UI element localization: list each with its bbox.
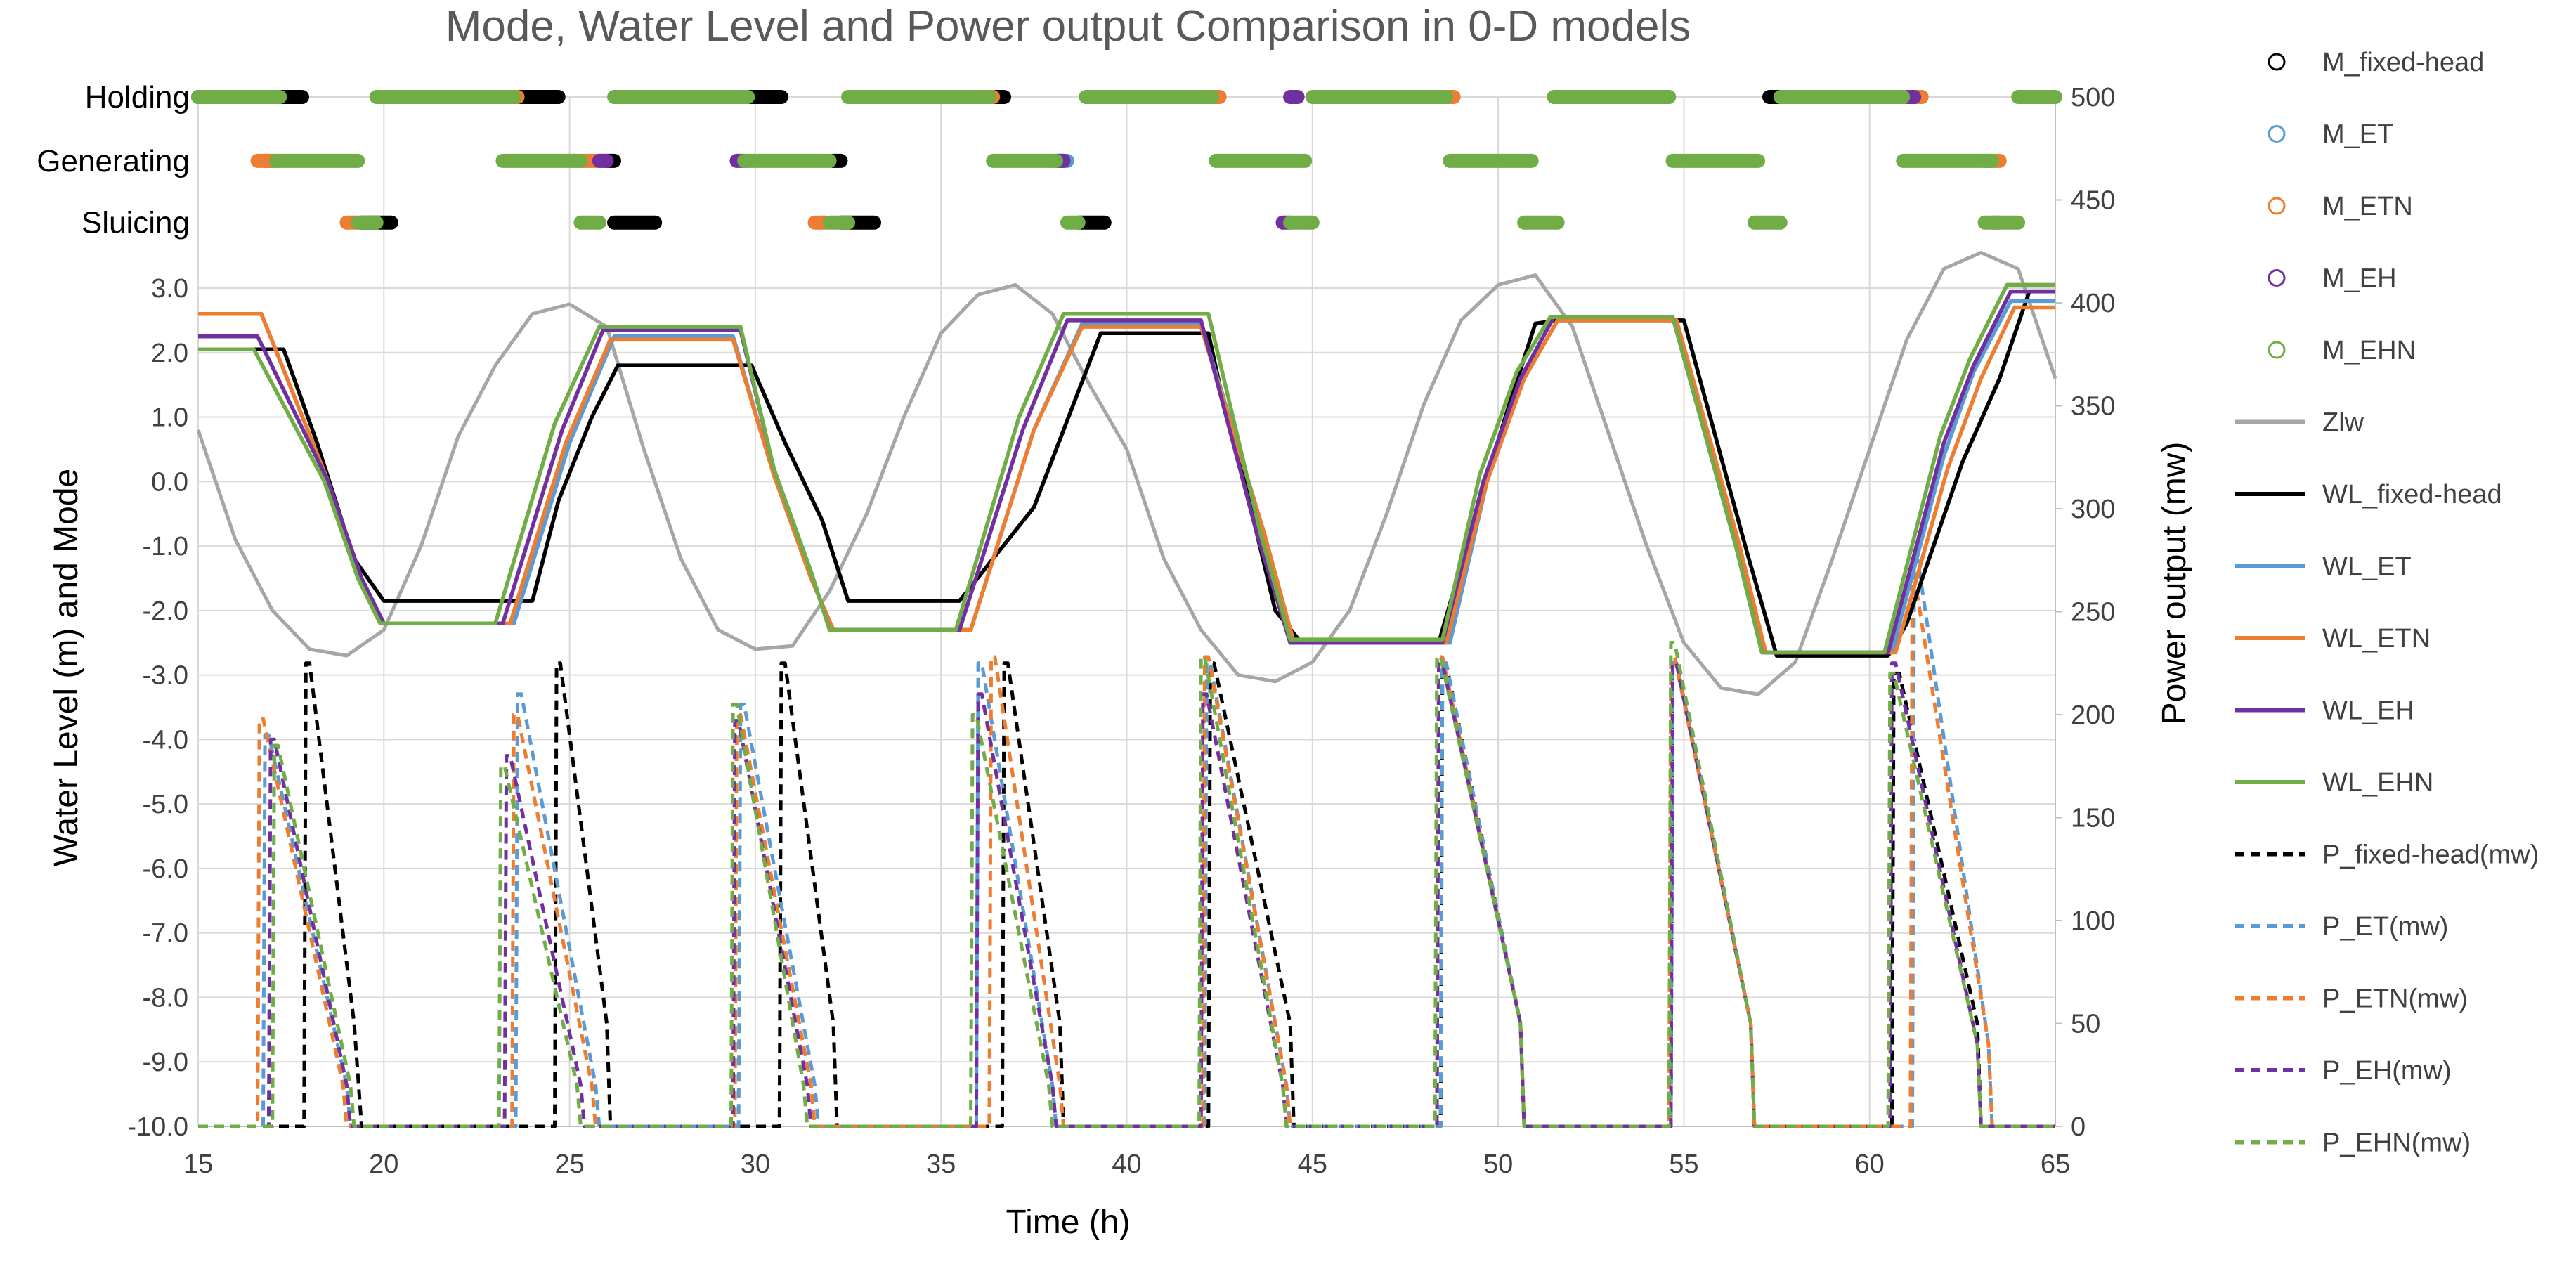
y-left-tick-label: -1.0 [143, 532, 188, 561]
y-left-tick-label: -5.0 [143, 790, 188, 819]
legend-label: M_EHN [2322, 336, 2416, 365]
tick-labels: 15 20 25 30 35 40 45 50 55 60 65 3.0 2.0 1.0 0.0 -1.0 -2… [127, 83, 2115, 1179]
power-series-line [198, 641, 2055, 1128]
x-tick-label: 55 [1669, 1150, 1698, 1179]
legend-label: P_ET(mw) [2322, 912, 2448, 942]
legend: M_fixed-head M_ET M_ETN M_EH M_EHN Zlw WL_fixe… [2235, 48, 2539, 1158]
legend-item: WL_fixed-head [2235, 480, 2502, 509]
legend-marker [2268, 197, 2286, 215]
legend-label: P_EH(mw) [2322, 1056, 2452, 1086]
y-left-tick-label: -7.0 [143, 919, 188, 949]
mode-labels: Holding Generating Sluicing [37, 80, 190, 240]
legend-marker [2268, 341, 2286, 359]
legend-item: Zlw [2235, 408, 2364, 438]
y-right-tick-label: 250 [2071, 598, 2115, 627]
y-left-tick-label: 2.0 [151, 339, 188, 368]
y-left-tick-label: -3.0 [143, 661, 188, 691]
legend-item: M_ETN [2268, 192, 2413, 221]
y-right-tick-label: 150 [2071, 804, 2115, 833]
y-right-tick-label: 450 [2071, 186, 2115, 216]
legend-item: M_EHN [2268, 336, 2416, 365]
water-level-line [198, 282, 2055, 655]
legend-item: P_EHN(mw) [2235, 1128, 2471, 1158]
y-right-tick-label: 200 [2071, 701, 2115, 730]
y-right-tick-label: 50 [2071, 1010, 2100, 1039]
legend-item: P_ETN(mw) [2235, 984, 2468, 1014]
power-series-line [198, 585, 2055, 1128]
mode-label: Generating [37, 144, 190, 178]
x-tick-label: 50 [1483, 1150, 1513, 1179]
legend-label: WL_ETN [2322, 624, 2431, 653]
y-left-tick-label: -9.0 [143, 1048, 188, 1077]
legend-item: P_EH(mw) [2235, 1056, 2452, 1086]
legend-label: P_ETN(mw) [2322, 984, 2468, 1014]
x-tick-label: 15 [183, 1150, 213, 1179]
x-tick-label: 25 [554, 1150, 584, 1179]
x-tick-label: 40 [1112, 1150, 1141, 1179]
x-tick-label: 35 [926, 1150, 956, 1179]
legend-label: M_EH [2322, 264, 2397, 294]
legend-label: Zlw [2322, 408, 2364, 438]
x-tick-label: 60 [1855, 1150, 1885, 1179]
y-axis-right-label: Power output (mw) [2156, 442, 2193, 725]
x-tick-label: 30 [741, 1150, 770, 1179]
gridlines [197, 96, 2056, 1127]
mode-label: Holding [85, 80, 190, 115]
legend-label: WL_fixed-head [2322, 480, 2502, 509]
legend-marker [2268, 53, 2286, 71]
y-right-tick-label: 100 [2071, 906, 2115, 936]
legend-item: M_EH [2268, 264, 2397, 294]
y-axis-left-label: Water Level (m) and Mode [48, 469, 85, 866]
legend-item: WL_EH [2235, 696, 2414, 726]
mode-label: Sluicing [82, 206, 190, 240]
legend-item: M_ET [2268, 120, 2393, 150]
x-tick-label: 45 [1298, 1150, 1327, 1179]
y-right-tick-label: 300 [2071, 495, 2115, 524]
y-left-tick-label: 0.0 [151, 467, 188, 497]
y-left-tick-label: -2.0 [143, 597, 188, 626]
y-left-tick-label: -8.0 [143, 983, 188, 1013]
y-right-tick-label: 500 [2071, 83, 2115, 112]
legend-item: M_fixed-head [2268, 48, 2484, 77]
y-right-tick-label: 0 [2071, 1112, 2086, 1142]
y-right-tick-label: 350 [2071, 392, 2115, 422]
legend-item: P_fixed-head(mw) [2235, 840, 2539, 870]
legend-label: WL_EHN [2322, 768, 2433, 798]
y-left-tick-label: 1.0 [151, 403, 188, 433]
mode-markers [191, 90, 2062, 230]
plot-series [196, 251, 2057, 1128]
legend-item: WL_ETN [2235, 624, 2431, 653]
water-level-line [198, 289, 2055, 658]
legend-item: WL_EHN [2235, 768, 2433, 798]
x-tick-label: 20 [369, 1150, 398, 1179]
y-left-tick-label: -4.0 [143, 725, 188, 755]
chart-title: Mode, Water Level and Power output Compa… [445, 2, 1691, 51]
y-left-tick-label: 3.0 [151, 274, 188, 304]
legend-label: M_fixed-head [2322, 48, 2484, 77]
legend-marker [2268, 269, 2286, 287]
y-right-tick-label: 400 [2071, 289, 2115, 318]
y-left-tick-label: -6.0 [143, 854, 188, 884]
legend-item: WL_ET [2235, 552, 2412, 582]
legend-label: WL_ET [2322, 552, 2412, 582]
legend-label: P_fixed-head(mw) [2322, 840, 2539, 870]
legend-label: M_ET [2322, 120, 2393, 150]
zlw-line [196, 251, 2057, 696]
legend-label: WL_EH [2322, 696, 2414, 726]
x-axis-label: Time (h) [1006, 1204, 1131, 1241]
legend-item: P_ET(mw) [2235, 912, 2448, 942]
legend-marker [2268, 125, 2286, 143]
legend-label: P_EHN(mw) [2322, 1128, 2471, 1158]
legend-label: M_ETN [2322, 192, 2413, 221]
y-left-tick-label: -10.0 [127, 1112, 188, 1142]
axes [198, 96, 2062, 1127]
x-tick-label: 65 [2041, 1150, 2070, 1179]
